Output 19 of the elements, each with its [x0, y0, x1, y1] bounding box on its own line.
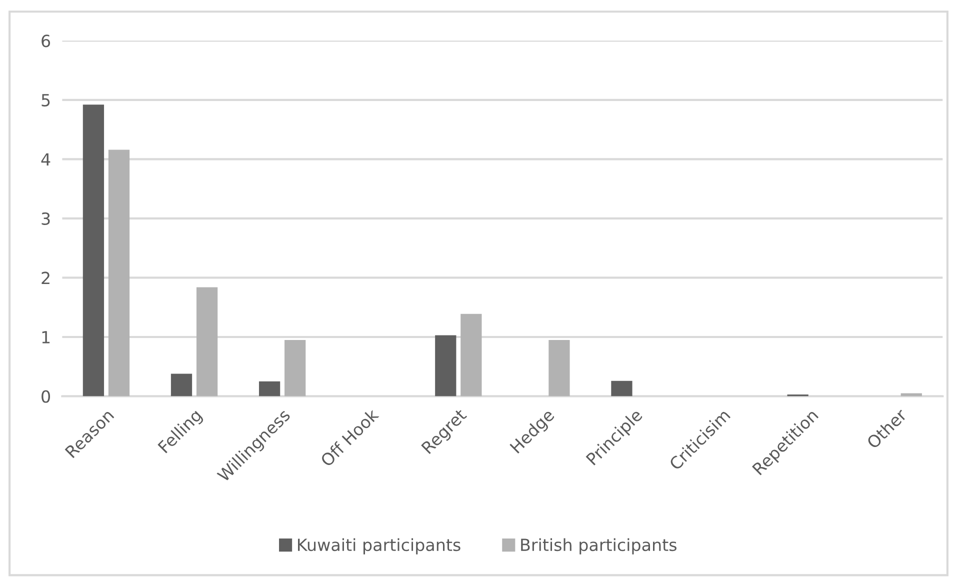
y-tick-label: 6 [42, 34, 50, 48]
bar [548, 340, 570, 396]
y-tick-label: 2 [42, 272, 50, 284]
bar [108, 150, 130, 396]
bar [460, 314, 482, 396]
y-tick-label: 1 [42, 331, 50, 344]
bar [82, 104, 104, 396]
y-tick-label: 3 [42, 212, 50, 226]
legend-label: British participants [521, 538, 676, 554]
bar [170, 374, 192, 396]
bar [611, 380, 632, 396]
y-tick-label: 4 [41, 153, 50, 166]
bar [284, 340, 306, 396]
bar [196, 287, 218, 396]
bar [258, 381, 280, 396]
bar [435, 335, 456, 396]
y-tick-label: 0 [42, 390, 50, 403]
y-tick-label: 5 [42, 94, 50, 106]
legend-label: Kuwaiti participants [298, 538, 460, 554]
